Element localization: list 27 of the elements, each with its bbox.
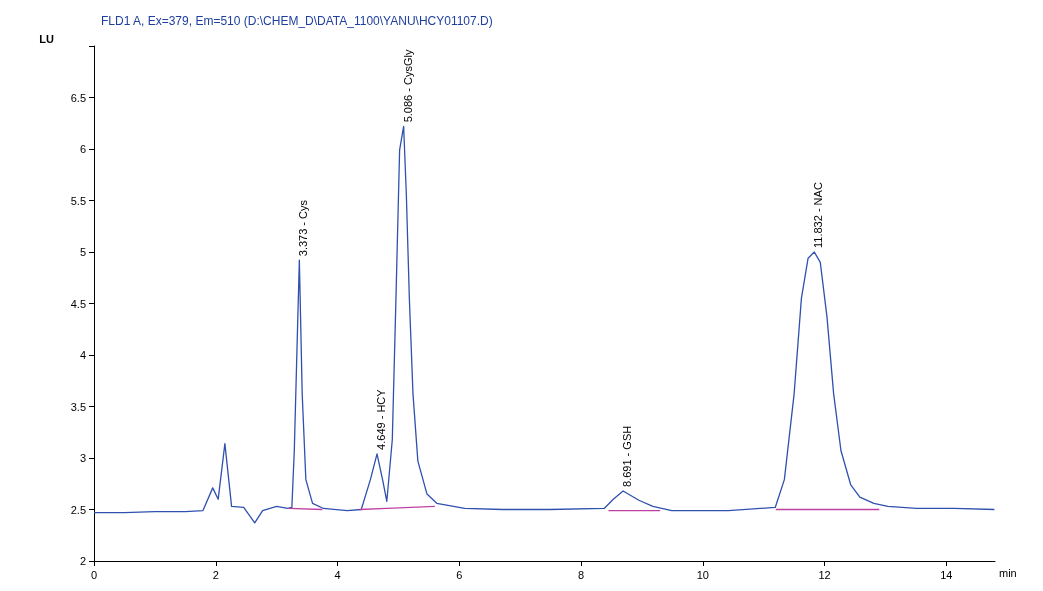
y-tick-label: 3 xyxy=(79,452,86,464)
y-tick-label: 4 xyxy=(79,349,86,361)
y-tick-label: 4.5 xyxy=(70,297,86,310)
y-tick-label: 6.5 xyxy=(70,91,86,104)
y-tick-label: 5 xyxy=(79,246,86,258)
x-tick-label: 8 xyxy=(577,568,585,581)
chart-title: FLD1 A, Ex=379, Em=510 (D:\CHEM_D\DATA_1100\YANU\HCY01107.D) xyxy=(101,14,493,28)
y-tick-label: 3.5 xyxy=(70,400,86,413)
x-tick-label: 10 xyxy=(696,568,709,581)
y-tick-label: 2 xyxy=(79,555,86,567)
y-tick-label: 6 xyxy=(79,143,86,155)
annotation: 4.649 - HCY xyxy=(375,388,388,450)
annotation: 11.832 - NAC xyxy=(812,182,825,248)
annotation: 8.691 - GSH xyxy=(621,425,634,487)
x-tick-label: 0 xyxy=(90,568,98,581)
x-tick-label: 6 xyxy=(456,568,463,581)
x-tick-label: 2 xyxy=(212,568,219,581)
annotation: 3.373 - Cys xyxy=(297,199,310,257)
x-tick-label: 4 xyxy=(334,568,341,581)
x-axis-title: min xyxy=(999,566,1017,579)
y-tick-label: 2.5 xyxy=(70,503,86,516)
x-tick-label: 12 xyxy=(818,568,831,581)
y-tick-label: 5.5 xyxy=(70,194,86,207)
y-axis-title: LU xyxy=(39,32,55,45)
line-series xyxy=(93,125,996,524)
x-tick-label: 14 xyxy=(940,568,953,581)
annotation: 5.086 - CysGly xyxy=(401,49,414,123)
